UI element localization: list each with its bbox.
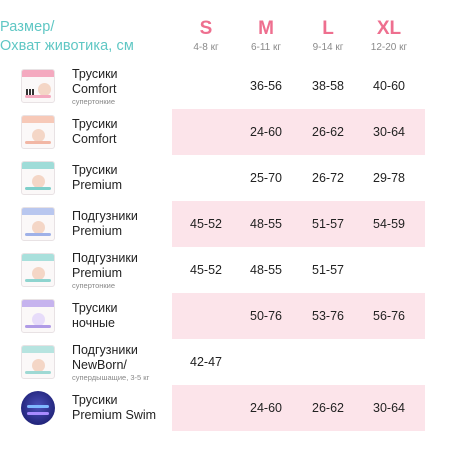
size-column-l: L 9-14 кг <box>296 18 360 54</box>
size-label: XL <box>376 18 402 39</box>
cell-s: 42-47 <box>190 355 222 369</box>
size-weight-range: 9-14 кг <box>312 42 344 53</box>
cell-xl: 29-78 <box>373 171 405 185</box>
cell-l: 51-57 <box>312 217 344 231</box>
cell-s: 45-52 <box>190 217 222 231</box>
cell-l: 26-62 <box>312 125 344 139</box>
diapers-premium-thin-pack-icon <box>21 253 55 287</box>
diapers-newborn-pack-icon <box>21 345 55 379</box>
cell-l: 26-62 <box>312 401 344 415</box>
size-label: S <box>199 18 213 39</box>
title-line-2: Охват животика, см <box>0 38 134 54</box>
size-table: Трусики Comfort супертонкие 36-56 38-58 … <box>0 63 450 431</box>
size-weight-range: 12-20 кг <box>370 42 408 53</box>
cell-l: 53-76 <box>312 309 344 323</box>
cell-s <box>174 385 238 431</box>
product-name: Трусики Premium Swim <box>72 393 157 422</box>
cell-xl <box>357 247 421 293</box>
cell-xl: 54-59 <box>373 217 405 231</box>
table-row: Подгузники Premium супертонкие 45-52 48-… <box>0 247 450 293</box>
cell-s: 45-52 <box>190 263 222 277</box>
product-name: Подгузники Premium супертонкие <box>72 251 138 290</box>
pants-comfort-pack-icon <box>21 115 55 149</box>
cell-l: 38-58 <box>312 79 344 93</box>
table-title: Размер/ Охват животика, см <box>0 18 170 56</box>
pants-night-pack-icon <box>21 299 55 333</box>
size-label: L <box>322 18 334 39</box>
product-name: Трусики ночные <box>72 301 118 330</box>
cell-s <box>174 109 238 155</box>
cell-s <box>174 293 238 339</box>
table-row: Трусики Premium 25-70 26-72 29-78 <box>0 155 450 201</box>
cell-xl: 56-76 <box>373 309 405 323</box>
table-row: Подгузники Premium 45-52 48-55 51-57 54-… <box>0 201 450 247</box>
cell-m <box>234 339 298 385</box>
cell-s <box>174 155 238 201</box>
cell-m: 50-76 <box>250 309 282 323</box>
cell-xl <box>357 339 421 385</box>
table-row: Трусики Comfort 24-60 26-62 30-64 <box>0 109 450 155</box>
size-weight-range: 6-11 кг <box>250 42 282 53</box>
size-column-s: S 4-8 кг <box>174 18 238 54</box>
swim-pants-icon <box>21 391 55 425</box>
size-column-m: M 6-11 кг <box>234 18 298 54</box>
table-row: Трусики Premium Swim 24-60 26-62 30-64 <box>0 385 450 431</box>
table-row: Трусики Comfort супертонкие 36-56 38-58 … <box>0 63 450 109</box>
diapers-premium-pack-icon <box>21 207 55 241</box>
product-name: Трусики Premium <box>72 163 123 192</box>
product-name: Подгузники Premium <box>72 209 138 238</box>
pants-comfort-thin-pack-icon <box>21 69 55 103</box>
cell-l: 51-57 <box>312 263 344 277</box>
pants-premium-pack-icon <box>21 161 55 195</box>
cell-m: 48-55 <box>250 263 282 277</box>
cell-xl: 30-64 <box>373 401 405 415</box>
product-name: Трусики Comfort супертонкие <box>72 67 118 106</box>
product-name: Трусики Comfort <box>72 117 118 146</box>
cell-m: 36-56 <box>250 79 282 93</box>
cell-m: 24-60 <box>250 125 282 139</box>
table-row: Подгузники NewBorn/ супердышащие, 3-5 кг… <box>0 339 450 385</box>
size-label: M <box>258 18 274 39</box>
cell-l <box>296 339 360 385</box>
cell-xl: 30-64 <box>373 125 405 139</box>
table-row: Трусики ночные 50-76 53-76 56-76 <box>0 293 450 339</box>
cell-l: 26-72 <box>312 171 344 185</box>
product-name: Подгузники NewBorn/ супердышащие, 3-5 кг <box>72 343 150 382</box>
size-weight-range: 4-8 кг <box>193 42 219 53</box>
title-line-1: Размер/ <box>0 19 55 35</box>
cell-m: 24-60 <box>250 401 282 415</box>
cell-xl: 40-60 <box>373 79 405 93</box>
cell-m: 48-55 <box>250 217 282 231</box>
cell-s <box>174 63 238 109</box>
cell-m: 25-70 <box>250 171 282 185</box>
size-column-xl: XL 12-20 кг <box>357 18 421 54</box>
